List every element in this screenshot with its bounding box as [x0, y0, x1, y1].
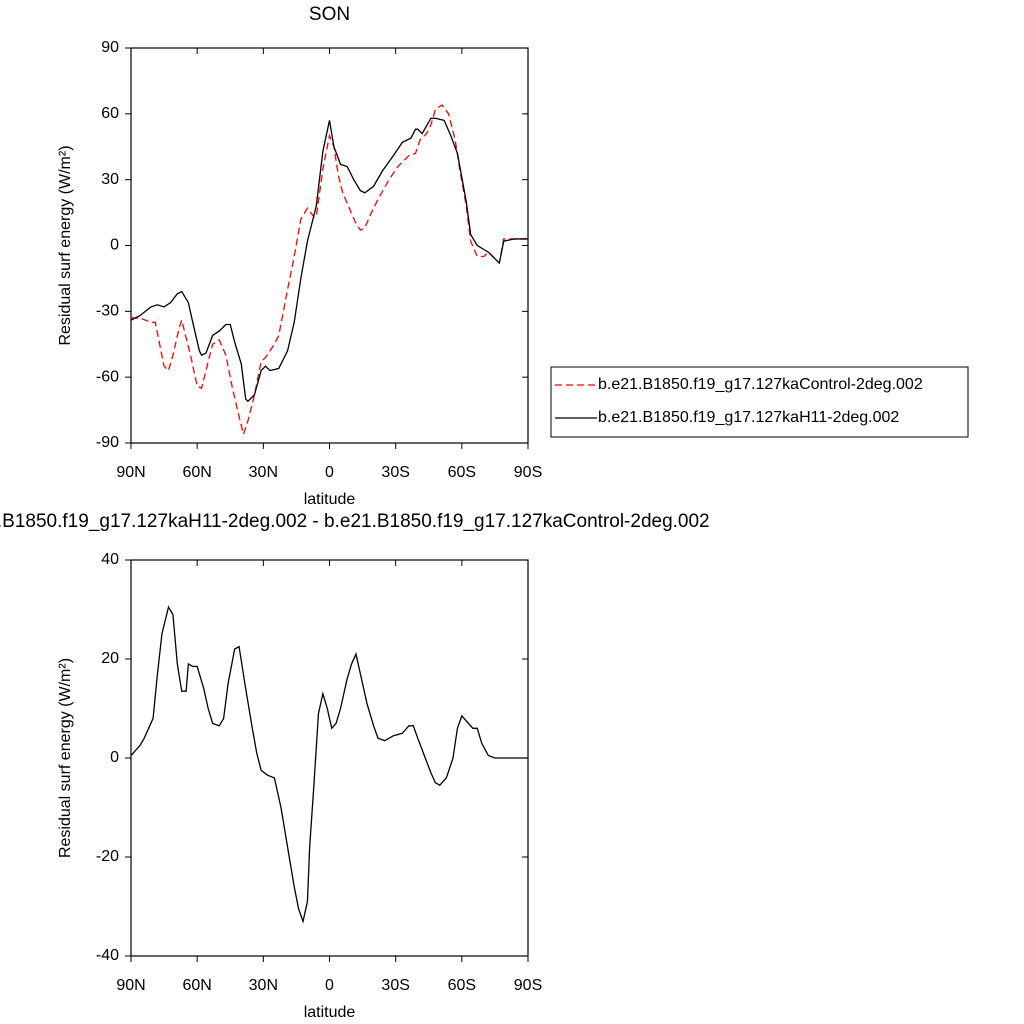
x-tick-label: 30S: [381, 977, 409, 994]
y-tick-label: 20: [101, 650, 119, 667]
x-tick-label: 90S: [514, 464, 542, 481]
legend-box: [550, 366, 969, 438]
x-axis-label: latitude: [304, 491, 356, 508]
y-tick-label: 0: [110, 237, 119, 254]
x-tick-label: 90S: [514, 977, 542, 994]
y-tick-label: 90: [101, 39, 119, 56]
y-axis-label: Residual surf energy (W/m²): [57, 658, 74, 858]
x-tick-label: 60N: [182, 464, 211, 481]
y-axis-label: Residual surf energy (W/m²): [57, 145, 74, 345]
chart-title: SON: [309, 4, 350, 25]
y-tick-label: -20: [96, 848, 119, 865]
x-tick-label: 0: [325, 977, 334, 994]
y-tick-label: -60: [96, 368, 119, 385]
x-axis-label: latitude: [304, 1004, 356, 1021]
x-tick-label: 30S: [381, 464, 409, 481]
x-tick-label: 60S: [448, 977, 476, 994]
legend-label: b.e21.B1850.f19_g17.127kaControl-2deg.00…: [598, 376, 923, 393]
y-tick-label: -90: [96, 434, 119, 451]
y-tick-label: 30: [101, 171, 119, 188]
x-tick-label: 90N: [116, 977, 145, 994]
data-line: [130, 117, 528, 403]
plot-frame: [130, 559, 529, 957]
plot-frame: [130, 47, 529, 444]
x-tick-label: 60S: [448, 464, 476, 481]
chart-title: b.e21.B1850.f19_g17.127kaH11-2deg.002 - …: [0, 511, 710, 532]
x-tick-label: 0: [325, 464, 334, 481]
y-tick-label: 40: [101, 551, 119, 568]
x-tick-label: 30N: [249, 977, 278, 994]
y-tick-label: -40: [96, 947, 119, 964]
x-tick-label: 90N: [116, 464, 145, 481]
data-line: [130, 605, 528, 924]
data-line: [131, 104, 528, 437]
x-tick-label: 30N: [249, 464, 278, 481]
y-tick-label: 0: [110, 749, 119, 766]
y-tick-label: 60: [101, 105, 119, 122]
x-tick-label: 60N: [182, 977, 211, 994]
legend-label: b.e21.B1850.f19_g17.127kaH11-2deg.002: [598, 409, 899, 426]
y-tick-label: -30: [96, 303, 119, 320]
